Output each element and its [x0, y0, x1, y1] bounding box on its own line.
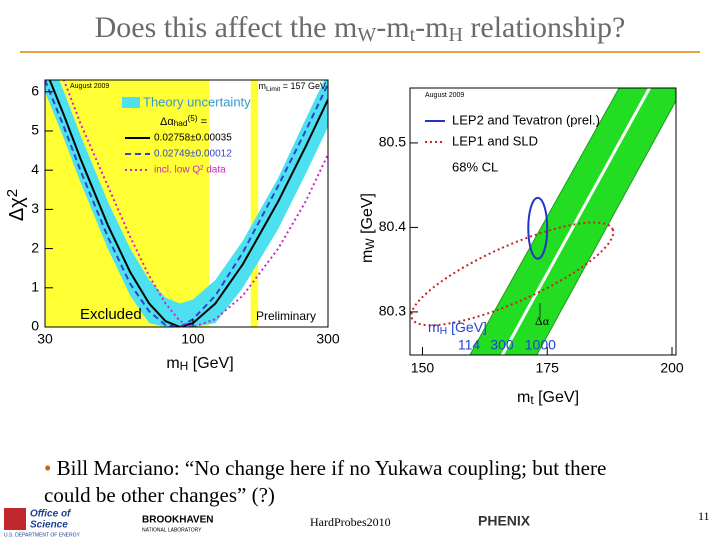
- x-axis-title-part: t: [530, 393, 534, 407]
- x-tick-label: 100: [181, 331, 205, 347]
- x-tick-label: 200: [660, 360, 684, 376]
- doe-logo-mark: [4, 508, 26, 530]
- y-tick-label: 6: [31, 82, 39, 98]
- cl-label: 68% CL: [452, 159, 498, 174]
- x-axis-title-part: H: [180, 359, 189, 373]
- phenix-logo: PHENIX: [478, 513, 531, 529]
- band-title-part: H: [440, 325, 448, 337]
- doe-logo: Office of: [30, 509, 72, 520]
- y-axis-title-part: m: [359, 250, 376, 263]
- frame: [44, 79, 329, 328]
- x-axis-title: mH [GeV]: [166, 355, 233, 373]
- y-tick-label: 80.3: [379, 303, 406, 319]
- contour: [527, 196, 549, 260]
- legend-header-part: Δα: [160, 116, 174, 128]
- legend-label: incl. low Q² data: [154, 165, 226, 176]
- date-label: August 2009: [425, 92, 464, 99]
- x-axis-title-part: [GeV]: [534, 389, 579, 406]
- frame: [409, 87, 677, 356]
- slide-title: Does this affect the mW-mt-mH relationsh…: [95, 11, 626, 46]
- x-axis-title-part: [GeV]: [188, 355, 233, 372]
- y-tick-label: 2: [31, 239, 39, 255]
- sm-band: [469, 88, 676, 355]
- y-tick-label: 1: [31, 278, 39, 294]
- page-number: 11: [698, 509, 710, 523]
- limit-label-part: m: [258, 81, 266, 91]
- mh-label: 114: [458, 337, 481, 353]
- x-axis-title: mt [GeV]: [517, 389, 579, 407]
- legend-label: 0.02749±0.00012: [154, 149, 232, 160]
- band-title: mH [GeV]: [428, 319, 487, 337]
- doe-logo: U.S. DEPARTMENT OF ENERGY: [4, 532, 81, 538]
- legend-header-part: =: [198, 116, 207, 128]
- mh-line: [469, 88, 620, 355]
- y-axis-title: Δχ2: [4, 189, 29, 221]
- band-title-part: m: [428, 319, 440, 335]
- theory-band: [45, 80, 328, 327]
- band-title-part: [GeV]: [447, 319, 487, 335]
- mh-line: [536, 100, 676, 355]
- limit-label-part: Limit: [266, 86, 280, 93]
- x-tick-label: 30: [37, 331, 53, 347]
- legend-label: 0.02758±0.00035: [154, 133, 232, 144]
- excluded-label: Excluded: [80, 306, 142, 323]
- chi2-curve: [48, 80, 328, 327]
- mh-line: [501, 88, 651, 355]
- x-axis-title-part: m: [517, 389, 530, 406]
- x-axis-title-part: m: [166, 355, 179, 372]
- x-tick-label: 300: [316, 331, 340, 347]
- plot-area: [45, 80, 328, 327]
- y-tick-label: 4: [31, 161, 39, 177]
- chi2-curve: [45, 80, 328, 327]
- y-axis-title: mW [GeV]: [359, 193, 377, 263]
- legend-label: LEP2 and Tevatron (prel.): [452, 112, 600, 127]
- excluded-region: [250, 80, 259, 327]
- y-axis-title-part: 2: [4, 189, 21, 197]
- bullet: • Bill Marciano: “No change here if no Y…: [44, 456, 606, 480]
- y-axis-title-part: Δχ: [6, 197, 28, 221]
- legend-swatch: [122, 97, 140, 108]
- preliminary-label: Preliminary: [256, 309, 316, 323]
- contour: [410, 221, 615, 327]
- legend-label: Theory uncertainty: [143, 94, 251, 109]
- y-axis-title-part: W: [363, 238, 377, 250]
- limit-label-part: = 157 GeV: [280, 81, 326, 91]
- y-tick-label: 3: [31, 200, 39, 216]
- x-tick-label: 175: [536, 360, 560, 376]
- y-tick-label: 5: [31, 122, 39, 138]
- delta-alpha-label: Δα: [535, 314, 550, 328]
- legend-header-part: (5): [187, 114, 197, 123]
- bullet-cont: could be other changes” (?): [44, 483, 275, 507]
- y-tick-label: 80.4: [379, 218, 406, 234]
- legend-label: LEP1 and SLD: [452, 133, 538, 148]
- y-tick-label: 80.5: [379, 134, 406, 150]
- plot-area: [410, 88, 676, 355]
- conference: HardProbes2010: [310, 515, 391, 529]
- y-axis-title-part: [GeV]: [359, 193, 376, 238]
- legend-header: Δαhad(5) =: [160, 114, 207, 128]
- bnl-logo: BROOKHAVEN: [142, 515, 213, 526]
- mh-label: 300: [490, 337, 514, 353]
- limit-label: mLimit = 157 GeV: [258, 81, 326, 92]
- x-tick-label: 150: [411, 360, 435, 376]
- date-label: August 2009: [70, 83, 109, 90]
- legend-header-part: had: [174, 119, 188, 128]
- doe-logo: Science: [30, 520, 68, 531]
- mw-mt-chart: 114 300 1000 LEP2 and Tevatron (prel.) LEP1 …: [359, 87, 684, 407]
- y-tick-label: 0: [31, 318, 39, 334]
- bnl-logo: NATIONAL LABORATORY: [142, 527, 202, 533]
- mh-label: 1000: [525, 337, 556, 353]
